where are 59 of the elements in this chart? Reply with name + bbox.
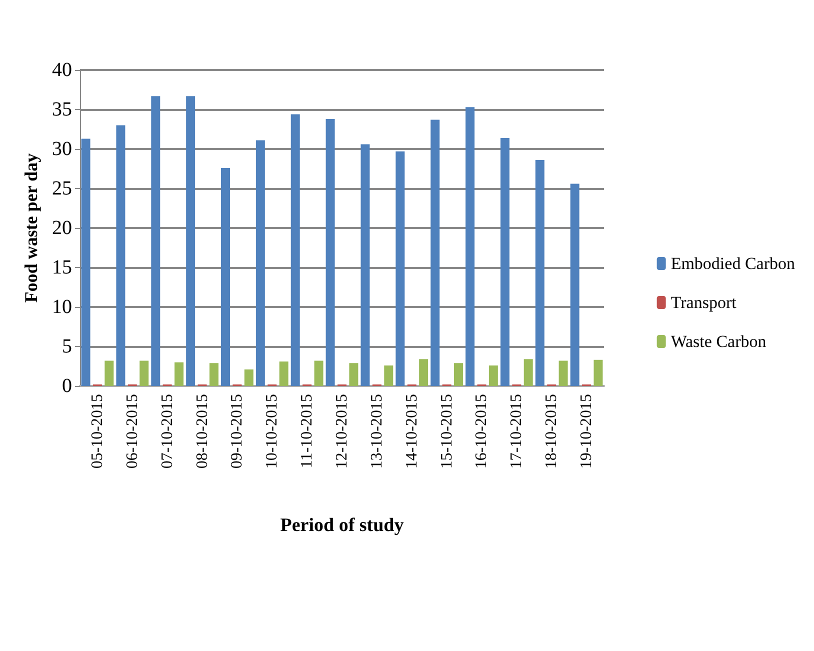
bar	[360, 144, 370, 386]
x-tick-label: 07-10-2015	[158, 394, 176, 469]
bar	[209, 363, 218, 386]
y-tick-label: 25	[52, 178, 72, 200]
y-tick-label: 5	[62, 336, 72, 358]
bar	[326, 118, 335, 386]
x-tick-label: 15-10-2015	[438, 394, 456, 469]
y-tick-label: 0	[62, 375, 72, 397]
x-tick-label: 12-10-2015	[334, 394, 350, 469]
x-tick-label: 09-10-2015	[228, 394, 246, 469]
y-tick-label: 20	[52, 217, 72, 239]
bar	[116, 125, 126, 386]
x-tick-label: 10-10-2015	[264, 394, 281, 469]
y-tick-label: 40	[52, 59, 72, 81]
x-tick-label: 17-10-2015	[508, 394, 526, 469]
bar	[279, 362, 288, 386]
bar	[349, 363, 358, 386]
bar	[81, 138, 90, 386]
x-axis-title: Period of study	[280, 515, 404, 536]
bar	[466, 107, 475, 386]
bar	[488, 365, 498, 386]
bar	[104, 360, 114, 386]
legend-label: Embodied Carbon	[670, 254, 796, 273]
bar	[558, 360, 568, 386]
bar	[570, 184, 580, 386]
bar	[256, 140, 265, 386]
legend-label: Transport	[670, 293, 737, 312]
bar	[524, 359, 533, 386]
y-axis-title: Food waste per day	[21, 153, 41, 303]
x-tick-label: 18-10-2015	[543, 394, 560, 469]
y-tick-label: 30	[52, 138, 72, 160]
bar	[174, 362, 184, 386]
x-tick-label: 14-10-2015	[403, 394, 420, 469]
bar	[430, 120, 440, 386]
bar	[396, 151, 405, 386]
x-tick-label: 05-10-2015	[88, 394, 106, 469]
bar	[244, 369, 254, 386]
x-tick-label: 19-10-2015	[578, 394, 596, 469]
y-tick-label: 15	[52, 256, 72, 278]
x-tick-label: 11-10-2015	[298, 394, 316, 468]
x-tick-label: 16-10-2015	[473, 394, 490, 469]
bar	[314, 360, 324, 386]
x-tick-label: 08-10-2015	[194, 394, 211, 469]
x-tick-label: 06-10-2015	[124, 394, 141, 469]
bar	[594, 360, 603, 386]
bar	[419, 359, 428, 386]
y-tick-label: 10	[52, 296, 72, 318]
bar	[140, 360, 149, 386]
bar	[535, 160, 544, 386]
y-tick-label: 35	[52, 98, 72, 120]
bar	[500, 138, 510, 386]
bar	[186, 96, 196, 386]
bar	[221, 168, 230, 386]
bar	[384, 365, 394, 386]
legend-label: Waste Carbon	[670, 332, 767, 351]
bar	[151, 96, 160, 386]
x-tick-label: 13-10-2015	[368, 394, 386, 469]
bar	[454, 363, 463, 386]
bar	[290, 114, 300, 386]
